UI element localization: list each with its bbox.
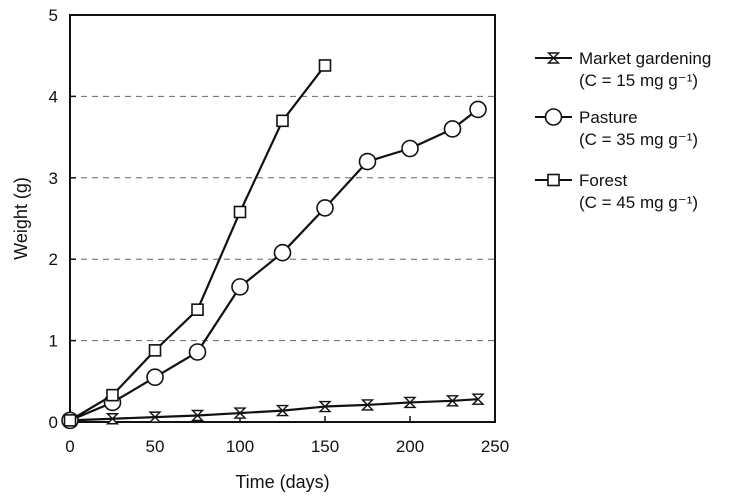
- legend-note: (C = 35 mg g⁻¹): [579, 130, 698, 149]
- x-tick-label: 250: [481, 437, 509, 456]
- data-point: [469, 100, 487, 119]
- data-point: [188, 343, 207, 361]
- data-point: [190, 409, 205, 422]
- x-tick-label: 0: [65, 437, 74, 456]
- data-point: [191, 303, 204, 316]
- series-2: [63, 59, 332, 427]
- grid-lines: [70, 95, 495, 342]
- legend-item: Forest (C = 45 mg g⁻¹): [535, 171, 698, 212]
- data-point: [403, 396, 417, 409]
- x-tick-label: 200: [396, 437, 424, 456]
- data-point: [443, 120, 462, 138]
- legend-note: (C = 15 mg g⁻¹): [579, 71, 698, 90]
- data-point: [233, 205, 247, 219]
- y-tick-label: 4: [49, 87, 58, 106]
- y-tick-label: 2: [49, 250, 58, 269]
- x-tick-label: 100: [226, 437, 254, 456]
- data-point: [445, 395, 460, 407]
- legend-marker: [544, 108, 563, 126]
- data-point: [146, 368, 164, 387]
- data-point: [106, 388, 119, 402]
- series-1: [61, 100, 487, 430]
- series-0: [63, 393, 485, 427]
- legend-label: Market gardening: [579, 49, 711, 68]
- data-point: [316, 199, 334, 217]
- y-tick-label: 0: [49, 413, 58, 432]
- y-tick-label: 3: [49, 169, 58, 188]
- legend-label: Forest: [579, 171, 627, 190]
- legend-marker: [547, 173, 560, 187]
- data-point: [401, 139, 419, 158]
- data-point: [318, 59, 332, 72]
- legend: Market gardening (C = 15 mg g⁻¹) Pasture (C…: [535, 49, 711, 212]
- legend-label: Pasture: [579, 108, 638, 127]
- y-axis-label: Weight (g): [11, 177, 31, 260]
- series-lines: [61, 59, 487, 430]
- axis-ticks: 0 50 100 150 200 250 0 1 2 3 4 5: [49, 6, 510, 456]
- legend-item: Pasture (C = 35 mg g⁻¹): [535, 108, 698, 149]
- x-axis-label: Time (days): [235, 472, 329, 492]
- legend-marker: [546, 52, 561, 64]
- data-point: [63, 414, 77, 427]
- data-point: [358, 152, 377, 171]
- data-point: [276, 114, 289, 128]
- y-tick-label: 5: [49, 6, 58, 25]
- data-point: [233, 407, 247, 419]
- data-point: [360, 399, 375, 411]
- y-tick-label: 1: [49, 332, 58, 351]
- data-point: [471, 393, 485, 405]
- plot-frame: [69, 14, 496, 423]
- series-line: [69, 108, 479, 422]
- data-point: [148, 411, 162, 423]
- data-point: [231, 278, 249, 296]
- data-point: [148, 344, 162, 357]
- legend-item: Market gardening (C = 15 mg g⁻¹): [535, 49, 711, 90]
- series-line: [69, 398, 479, 422]
- data-point: [105, 413, 120, 425]
- x-tick-label: 50: [146, 437, 165, 456]
- x-tick-label: 150: [311, 437, 339, 456]
- data-point: [273, 243, 292, 262]
- data-point: [275, 404, 290, 417]
- data-point: [318, 400, 332, 413]
- legend-note: (C = 45 mg g⁻¹): [579, 193, 698, 212]
